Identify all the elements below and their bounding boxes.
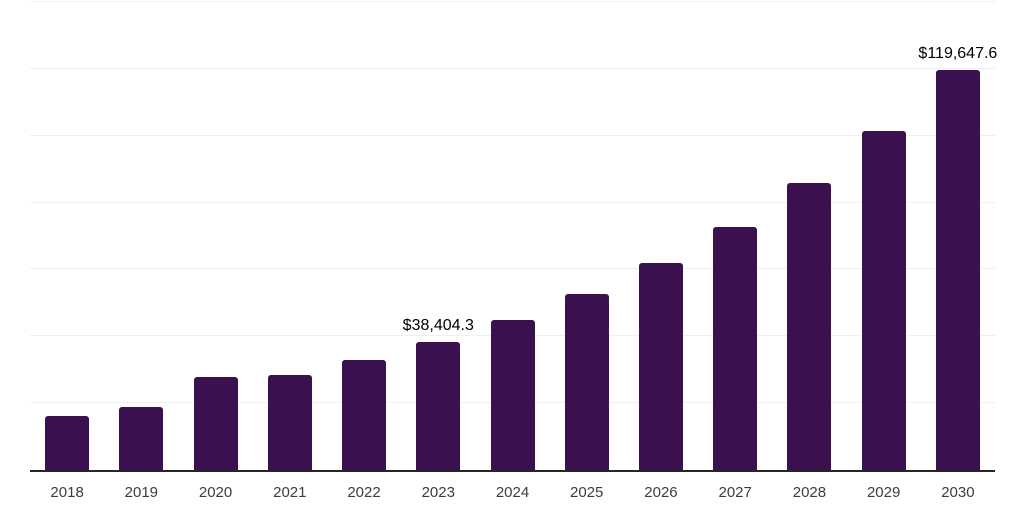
gridline-120000 xyxy=(30,67,995,69)
gridline-140000 xyxy=(30,1,995,2)
value-label-2030: $119,647.6 xyxy=(918,45,998,63)
plot-area: $38,404.3 $119,647.6 xyxy=(30,1,998,472)
x-tick-label-2018: 2018 xyxy=(50,484,84,501)
x-axis-line xyxy=(30,470,995,472)
bar-2028 xyxy=(787,182,832,470)
x-tick-label-2023: 2023 xyxy=(421,484,455,501)
bar-2025 xyxy=(564,293,609,470)
bar-2024 xyxy=(490,319,535,470)
bar-2027 xyxy=(713,226,758,470)
bar-2018 xyxy=(45,416,90,470)
value-label-2023: $38,404.3 xyxy=(402,316,474,334)
bar-2019 xyxy=(119,407,164,470)
bar-2029 xyxy=(861,131,906,470)
x-tick-label-2030: 2030 xyxy=(941,484,975,501)
x-axis-tick-labels: 2018 2019 2020 2021 2022 2023 2024 2025 2026 2027… xyxy=(30,484,995,504)
x-tick-label-2026: 2026 xyxy=(644,484,678,501)
x-tick-label-2027: 2027 xyxy=(718,484,752,501)
x-tick-label-2020: 2020 xyxy=(198,484,233,501)
bar-2030 xyxy=(935,70,980,470)
gridline-60000 xyxy=(30,268,995,270)
bar-2026 xyxy=(638,263,683,470)
x-tick-label-2019: 2019 xyxy=(124,484,159,501)
bar-2022 xyxy=(342,360,387,470)
x-tick-label-2024: 2024 xyxy=(495,484,530,501)
x-tick-label-2029: 2029 xyxy=(866,484,901,501)
x-tick-label-2022: 2022 xyxy=(347,484,381,501)
bar-2021 xyxy=(267,375,312,470)
x-tick-label-2025: 2025 xyxy=(570,484,604,501)
bar-2020 xyxy=(193,377,238,470)
gridline-80000 xyxy=(30,201,995,203)
x-tick-label-2028: 2028 xyxy=(792,484,827,501)
x-tick-label-2021: 2021 xyxy=(273,484,307,501)
bar-2023 xyxy=(416,341,461,470)
gridline-100000 xyxy=(30,134,995,136)
